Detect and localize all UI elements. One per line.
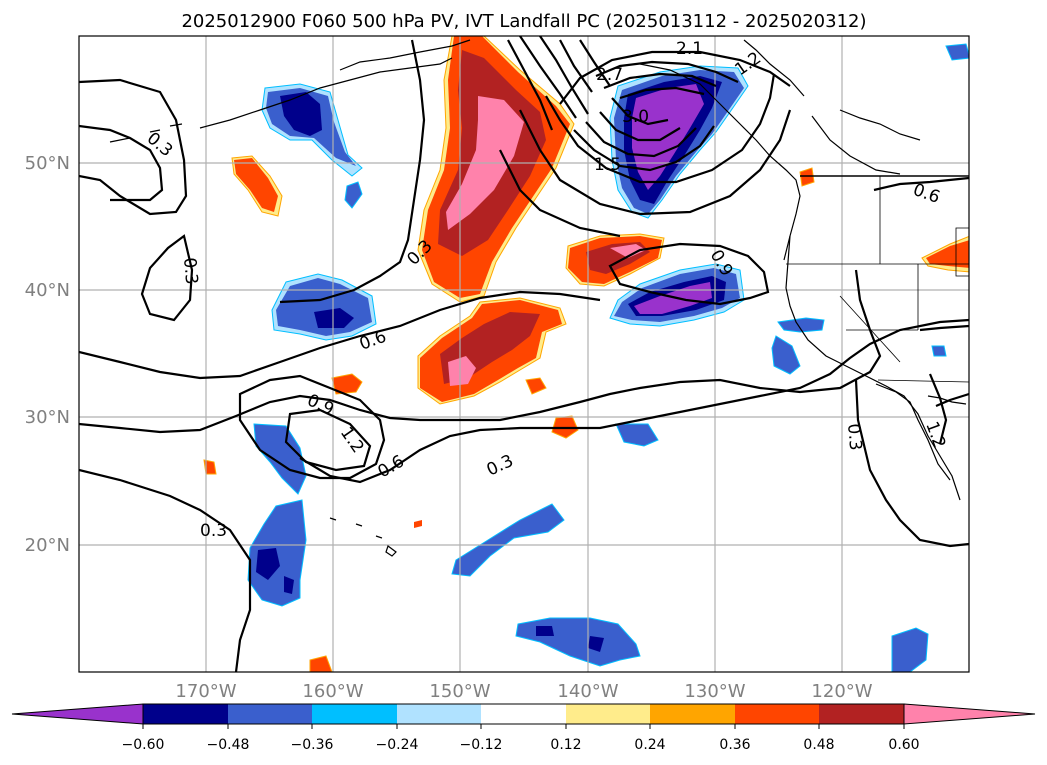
lon-label: 120°W (811, 681, 872, 702)
lat-label: 50°N (25, 153, 70, 174)
colorbar-tick-label: 0.48 (803, 737, 834, 753)
lon-label: 140°W (557, 681, 618, 702)
contour-label: 0.3 (843, 423, 865, 452)
lon-label: 130°W (684, 681, 745, 702)
colorbar-tick-label: −0.12 (460, 737, 503, 753)
colorbar-segment (819, 704, 904, 724)
lat-label: 40°N (25, 280, 70, 301)
lon-label: 150°W (429, 681, 490, 702)
colorbar-extend-min (11, 703, 144, 725)
colorbar-tick-label: 0.36 (719, 737, 750, 753)
contour-label: 0.3 (179, 257, 201, 286)
contour-label: 0.3 (200, 521, 227, 541)
map-frame (78, 35, 970, 673)
contour-label: 1.5 (594, 155, 621, 175)
gridlines (79, 36, 969, 672)
figure-title: 2025012900 F060 500 hPa PV, IVT Landfall… (181, 11, 866, 32)
latitude-labels: 20°N 30°N 40°N 50°N (25, 153, 70, 556)
colorbar-segment (228, 704, 312, 724)
colorbar-tick-label: −0.36 (291, 737, 334, 753)
lat-label: 20°N (25, 535, 70, 556)
lon-label: 160°W (302, 681, 363, 702)
colorbar-segment (735, 704, 819, 724)
contour-label: 3.0 (622, 107, 649, 127)
lat-label: 30°N (25, 407, 70, 428)
colorbar-segment (566, 704, 650, 724)
colorbar-tick-label: −0.48 (207, 737, 250, 753)
contour-label: 2.1 (676, 39, 703, 59)
colorbar-segment (143, 704, 228, 724)
lon-label: 170°W (175, 681, 236, 702)
colorbar-segment (312, 704, 397, 724)
longitude-labels: 170°W 160°W 150°W 140°W 130°W 120°W (175, 681, 872, 702)
colorbar-segment (650, 704, 735, 724)
ivt-contours (79, 36, 969, 672)
contour-label: 2.7 (596, 65, 623, 85)
colorbar-segment (397, 704, 481, 724)
colorbar-tick-label: 0.60 (888, 737, 919, 753)
colorbar-tick-label: 0.12 (550, 737, 581, 753)
colorbar-extend-max (903, 703, 1036, 725)
colorbar-segment (481, 704, 566, 724)
colorbar-tick-label: −0.24 (376, 737, 419, 753)
colorbar-tick-label: −0.60 (122, 737, 165, 753)
colorbar: −0.60 −0.48 −0.36 −0.24 −0.12 0.12 0.24 … (11, 703, 1036, 753)
colorbar-tick-label: 0.24 (634, 737, 665, 753)
map-panel: 0.3 0.3 0.3 0.3 0.3 0.3 0.6 0.6 0.6 0.9 … (79, 36, 969, 672)
positive-anomaly-fills (203, 36, 969, 672)
